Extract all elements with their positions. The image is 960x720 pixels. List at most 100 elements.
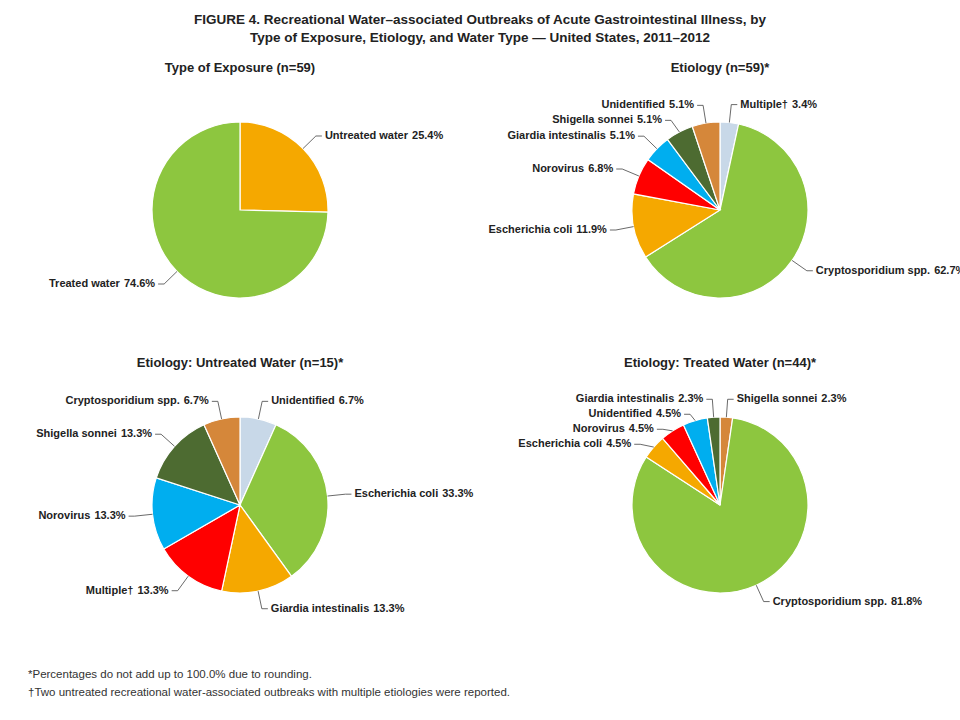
slice-label: Unidentified5.1% bbox=[601, 98, 694, 110]
slice-value: 11.9% bbox=[576, 223, 607, 235]
slice-category: Treated water bbox=[49, 277, 121, 289]
slice-label: Untreated water25.4% bbox=[325, 129, 444, 141]
slice-category: Escherichia coli bbox=[354, 487, 438, 499]
slice-value: 3.4% bbox=[792, 98, 817, 110]
slice-value: 62.7% bbox=[934, 264, 960, 276]
pie-slice bbox=[684, 418, 720, 505]
pie-slice bbox=[707, 417, 720, 505]
pie-panel: Etiology (n=59)* Multiple† 3.4% Cryptospori… bbox=[489, 60, 960, 298]
leader-line bbox=[697, 105, 706, 123]
slice-label: Shigella sonnei 13.3% bbox=[36, 427, 152, 439]
slice-label: Giardia intestinalis13.3% bbox=[271, 602, 405, 614]
data-labels: Untreated water25.4% Treated water74.6% bbox=[49, 129, 443, 289]
slice-label: Multiple†13.3% bbox=[86, 584, 169, 596]
slice-category: Shigella sonnei bbox=[36, 427, 117, 439]
pie-slice bbox=[692, 122, 720, 210]
slice-label: Cryptosporidium spp.81.8% bbox=[773, 594, 923, 606]
leader-line bbox=[634, 444, 654, 447]
slice-category: Multiple† bbox=[86, 584, 134, 596]
slice-category: Cryptosporidium spp. bbox=[816, 264, 930, 276]
slice-category: Unidentified bbox=[271, 394, 335, 406]
figure-title: Type of Exposure, Etiology, and Water Ty… bbox=[250, 30, 710, 45]
leader-line bbox=[729, 105, 737, 123]
slice-value: 74.6% bbox=[124, 277, 155, 289]
pie-slice bbox=[204, 417, 240, 505]
slice-category: Norovirus bbox=[573, 422, 625, 434]
leader-line bbox=[212, 401, 222, 419]
data-labels: Shigella sonnei2.3%Cryptosporidium spp.8… bbox=[518, 392, 922, 606]
slices bbox=[632, 417, 808, 593]
slice-value: 2.3% bbox=[821, 392, 846, 404]
slice-category: Giardia intestinalis bbox=[576, 392, 674, 404]
slice-value: 81.8% bbox=[891, 594, 922, 606]
slice-value: 13.3% bbox=[373, 602, 404, 614]
slice-category: Unidentified bbox=[601, 98, 665, 110]
slice-label: Cryptosporidium spp. 62.7% bbox=[816, 264, 960, 276]
slice-value: 5.1% bbox=[610, 129, 635, 141]
data-labels: Multiple† 3.4% Cryptosporidium spp. 62.7% Es… bbox=[489, 98, 960, 276]
slice-label: Norovirus 13.3% bbox=[38, 509, 125, 521]
data-labels: Unidentified 6.7% Escherichia coli 33.3% Gia… bbox=[36, 394, 473, 613]
pie-panel: Etiology: Untreated Water (n=15)* Unident… bbox=[36, 355, 473, 614]
slice-label: Norovirus 6.8% bbox=[532, 162, 613, 174]
figure-title: FIGURE 4. Recreational Water–associated … bbox=[194, 12, 767, 27]
slice-value: 13.3% bbox=[137, 584, 168, 596]
pie-panel: Type of Exposure (n=59) Untreated water25… bbox=[49, 60, 443, 298]
slices bbox=[632, 122, 808, 298]
leader-line bbox=[258, 401, 268, 419]
slice-label: Escherichia coli4.5% bbox=[518, 437, 631, 449]
slice-value: 13.3% bbox=[94, 509, 125, 521]
slice-category: Norovirus bbox=[532, 162, 584, 174]
slice-value: 4.5% bbox=[656, 407, 681, 419]
pie-panel: Etiology: Treated Water (n=44)* Shigella … bbox=[518, 355, 922, 606]
figure: FIGURE 4. Recreational Water–associated … bbox=[0, 0, 960, 720]
slice-value: 5.1% bbox=[637, 113, 662, 125]
leader-line bbox=[726, 399, 733, 417]
leader-line bbox=[610, 227, 634, 230]
leader-line bbox=[684, 414, 695, 420]
slices bbox=[152, 122, 328, 298]
slice-label: Treated water74.6% bbox=[49, 277, 155, 289]
slice-label: Escherichia coli 33.3% bbox=[354, 487, 473, 499]
slice-label: Unidentified 4.5% bbox=[588, 407, 681, 419]
slice-category: Untreated water bbox=[325, 129, 409, 141]
leader-line bbox=[172, 576, 189, 591]
slice-label: Escherichia coli11.9% bbox=[489, 223, 608, 235]
slice-value: 13.3% bbox=[121, 427, 152, 439]
leader-line bbox=[657, 429, 673, 431]
chart-title: Etiology: Untreated Water (n=15)* bbox=[137, 355, 344, 370]
leader-line bbox=[155, 434, 174, 446]
chart-title: Etiology: Treated Water (n=44)* bbox=[624, 355, 817, 370]
leader-line bbox=[328, 494, 352, 496]
slice-category: Norovirus bbox=[38, 509, 90, 521]
slices bbox=[152, 417, 328, 593]
slice-value: 33.3% bbox=[442, 487, 473, 499]
slice-category: Unidentified bbox=[588, 407, 652, 419]
slice-label: Norovirus 4.5% bbox=[573, 422, 654, 434]
slice-value: 6.8% bbox=[588, 162, 613, 174]
slice-label: Cryptosporidium spp.6.7% bbox=[65, 394, 209, 406]
leader-line bbox=[665, 120, 679, 132]
slice-value: 6.7% bbox=[184, 394, 209, 406]
slice-label: Giardia intestinalis 5.1% bbox=[507, 129, 635, 141]
slice-value: 25.4% bbox=[412, 129, 443, 141]
leader-line bbox=[756, 585, 769, 601]
leader-line bbox=[303, 136, 322, 149]
slice-category: Multiple† bbox=[740, 98, 788, 110]
slice-value: 2.3% bbox=[678, 392, 703, 404]
slice-value: 4.5% bbox=[606, 437, 631, 449]
slice-label: Giardia intestinalis 2.3% bbox=[576, 392, 704, 404]
slice-category: Giardia intestinalis bbox=[507, 129, 605, 141]
slice-label: Shigella sonnei5.1% bbox=[552, 113, 662, 125]
slice-label: Multiple† 3.4% bbox=[740, 98, 817, 110]
slice-category: Shigella sonnei bbox=[737, 392, 818, 404]
leader-line bbox=[616, 169, 639, 176]
leader-line bbox=[792, 260, 813, 270]
slice-category: Escherichia coli bbox=[489, 223, 573, 235]
chart-title: Type of Exposure (n=59) bbox=[165, 60, 315, 75]
footnote: *Percentages do not add up to 100.0% due… bbox=[28, 668, 312, 680]
leader-line bbox=[706, 399, 713, 417]
chart-title: Etiology (n=59)* bbox=[671, 60, 771, 75]
slice-value: 4.5% bbox=[629, 422, 654, 434]
pie-slice bbox=[152, 122, 328, 298]
